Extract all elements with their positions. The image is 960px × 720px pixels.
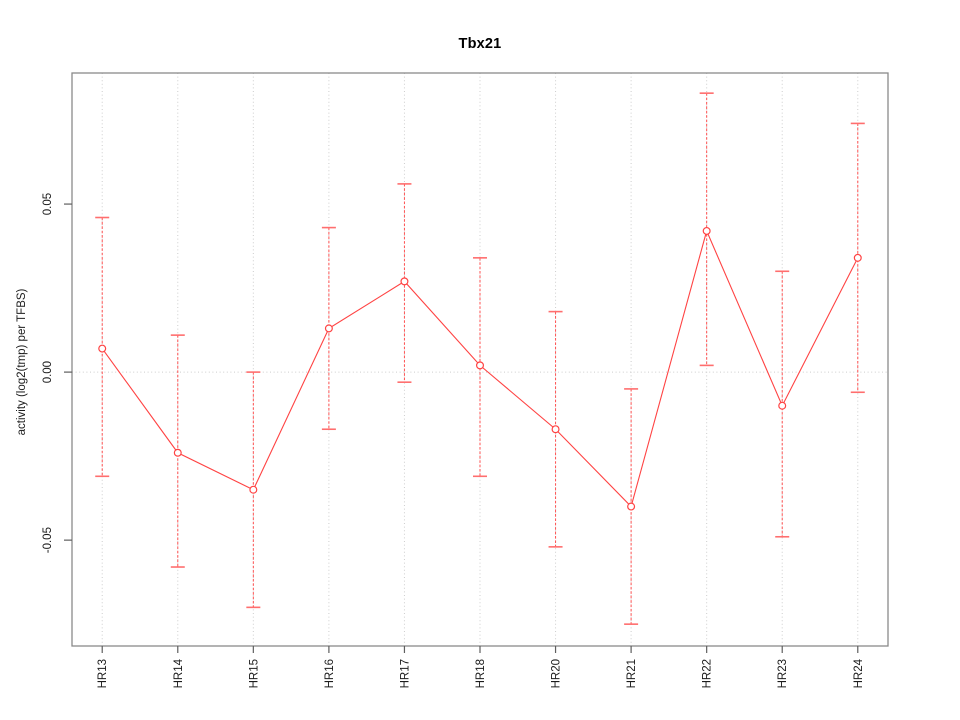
- x-tick-label: HR16: [324, 659, 336, 688]
- x-tick-label: HR24: [853, 658, 865, 688]
- data-point-marker: [551, 425, 560, 434]
- data-point-marker: [853, 253, 862, 262]
- x-tick-label: HR14: [173, 658, 185, 688]
- x-tick-label: HR23: [777, 659, 789, 688]
- data-point-marker: [702, 226, 711, 235]
- data-point-marker: [627, 502, 636, 511]
- data-point-marker: [476, 361, 485, 370]
- data-point-marker: [173, 448, 182, 457]
- y-tick-label: -0.05: [42, 527, 54, 553]
- x-tick-label: HR22: [702, 659, 714, 688]
- x-tick-label: HR21: [626, 659, 638, 688]
- data-point-marker: [324, 324, 333, 333]
- x-tick-label: HR20: [551, 659, 563, 688]
- data-point-marker: [98, 344, 107, 353]
- data-point-marker: [400, 277, 409, 286]
- y-tick-label: 0.00: [42, 361, 54, 383]
- chart-title: Tbx21: [458, 36, 502, 52]
- x-tick-label: HR15: [248, 659, 260, 688]
- data-point-marker: [778, 401, 787, 410]
- x-tick-label: HR18: [475, 659, 487, 688]
- x-tick-label: HR17: [399, 659, 411, 688]
- y-tick-label: 0.05: [42, 193, 54, 215]
- x-tick-label: HR13: [97, 659, 109, 688]
- data-point-marker: [249, 485, 258, 494]
